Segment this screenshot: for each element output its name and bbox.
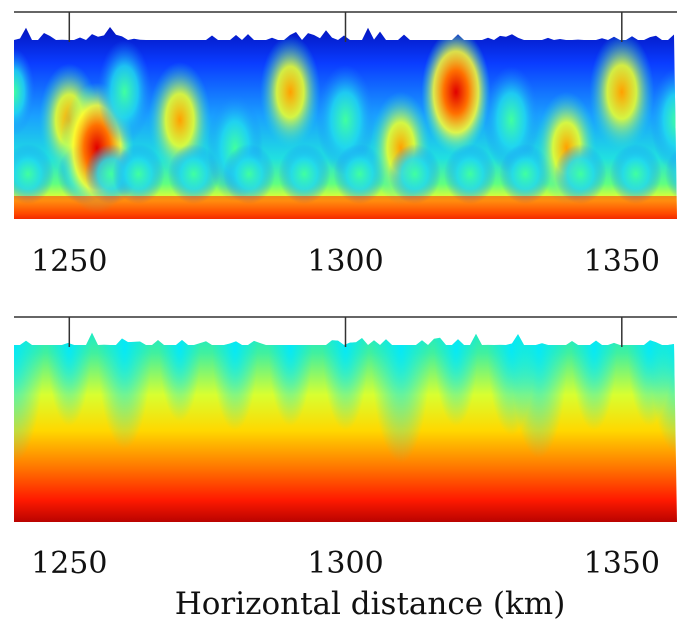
panel-top-cell	[167, 144, 220, 204]
panel-top-cell	[444, 144, 496, 204]
panel-top-cell	[589, 32, 655, 152]
panel-bottom-cells	[14, 332, 677, 463]
panel-bottom-cell	[571, 332, 618, 431]
x-tick-label: 1300	[307, 244, 383, 279]
panel-bottom-cell	[14, 332, 44, 463]
x-tick-label: 1250	[31, 546, 107, 581]
panel-bottom-cell	[370, 332, 431, 463]
panel-bottom-cell	[158, 332, 201, 422]
panel-top-cell	[97, 40, 152, 144]
panel-top-cell	[609, 144, 662, 204]
panel-bottom-cell	[434, 332, 478, 426]
panel-top: 1250 1300 1350	[14, 11, 677, 279]
panel-top-cell	[421, 29, 491, 155]
panel-top-cell	[554, 144, 607, 204]
panel-bottom-ticks	[68, 317, 623, 347]
panel-top-cell	[278, 144, 331, 204]
panel-bottom-cell	[97, 332, 152, 449]
panel-bottom-cell	[509, 332, 568, 459]
panel-top-cell	[14, 48, 35, 136]
x-axis-label: Horizontal distance (km)	[175, 586, 566, 622]
panel-top-cell	[388, 144, 441, 204]
x-tick-label: 1300	[307, 546, 383, 581]
x-tick-label: 1350	[584, 546, 660, 581]
panel-top-cell	[260, 35, 321, 149]
panel-top-cell	[223, 144, 275, 204]
panel-top-cell	[650, 68, 677, 172]
panel-bottom-cell	[268, 332, 313, 426]
panel-bottom-cell	[212, 332, 258, 431]
panel-top-cell	[112, 144, 165, 204]
panel-top-surface-band	[14, 196, 677, 219]
panel-bottom-cell	[649, 332, 677, 454]
panel-top-cell	[14, 144, 54, 204]
panel-top-tick-labels: 1250 1300 1350	[31, 244, 660, 279]
x-tick-label: 1250	[31, 244, 107, 279]
x-tick-label: 1350	[584, 244, 660, 279]
panel-bottom: 1250 1300 1350	[14, 316, 677, 581]
panel-bottom-tick-labels: 1250 1300 1350	[31, 546, 660, 581]
panel-top-cells	[14, 29, 677, 214]
panel-top-ticks	[68, 12, 623, 42]
